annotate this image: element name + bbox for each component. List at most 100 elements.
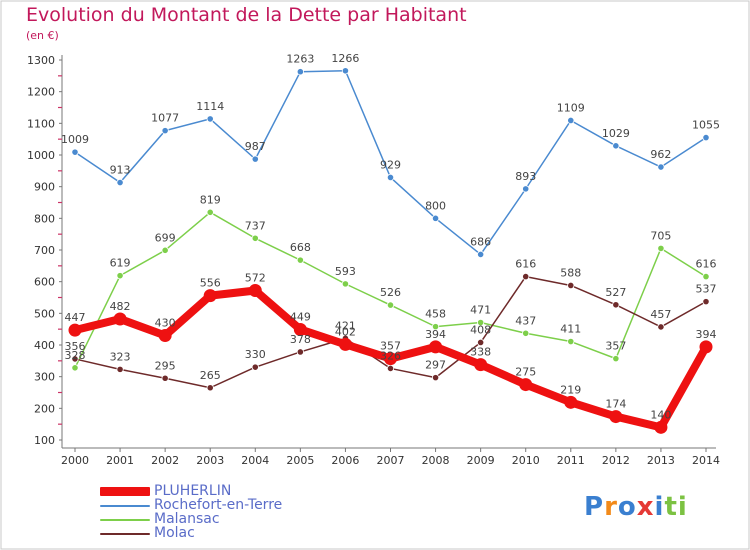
data-label: 527 (605, 286, 626, 299)
data-label: 668 (290, 241, 311, 254)
data-label: 378 (290, 333, 311, 346)
proxiti-logo: Proxiti (584, 492, 688, 522)
y-tick-label: 100 (34, 434, 55, 447)
data-label: 471 (470, 304, 491, 317)
data-label: 572 (245, 272, 266, 285)
data-label: 411 (560, 323, 581, 336)
data-label: 616 (515, 258, 536, 271)
data-point (341, 67, 350, 75)
data-label: 430 (155, 317, 176, 330)
data-point (206, 208, 214, 216)
data-label: 1114 (196, 100, 224, 113)
data-point (567, 281, 575, 290)
data-label: 929 (380, 158, 401, 171)
data-label: 457 (650, 308, 671, 321)
data-point (477, 338, 485, 347)
data-label: 275 (515, 366, 536, 379)
data-point (657, 323, 665, 331)
data-label: 619 (110, 257, 131, 270)
legend-swatch (100, 505, 150, 507)
data-label: 437 (515, 314, 536, 327)
data-label: 987 (245, 140, 266, 153)
x-tick-label: 2002 (151, 454, 179, 467)
data-point (296, 256, 304, 264)
data-label: 1263 (286, 53, 314, 66)
x-tick-label: 2008 (422, 454, 450, 467)
data-label: 686 (470, 235, 491, 248)
data-point (522, 272, 530, 281)
x-tick-label: 2000 (61, 454, 89, 467)
data-point (386, 364, 395, 373)
y-tick-label: 1300 (27, 54, 55, 67)
data-point (161, 127, 169, 135)
data-label: 1266 (331, 52, 359, 65)
data-label: 913 (110, 164, 131, 177)
data-point (384, 352, 397, 366)
y-tick-label: 1000 (27, 149, 55, 162)
legend-swatch (100, 519, 150, 521)
x-tick-label: 2001 (106, 454, 134, 467)
x-tick-label: 2014 (692, 454, 720, 467)
data-label: 699 (155, 231, 176, 244)
data-point (612, 355, 620, 363)
data-point (251, 234, 259, 242)
data-label: 616 (696, 258, 717, 271)
data-point (477, 318, 485, 327)
data-point (71, 148, 79, 156)
data-point (474, 358, 488, 372)
data-label: 338 (470, 346, 491, 359)
data-label: 482 (110, 300, 131, 313)
data-point (567, 116, 575, 125)
x-tick-label: 2004 (241, 454, 269, 467)
data-label: 323 (110, 350, 131, 363)
y-tick-label: 1200 (27, 86, 55, 99)
y-tick-label: 800 (34, 212, 55, 225)
data-label: 1109 (557, 101, 585, 114)
data-label: 1009 (61, 133, 89, 146)
x-tick-label: 2009 (467, 454, 495, 467)
data-point (657, 244, 665, 253)
data-label: 219 (560, 383, 581, 396)
y-tick-label: 400 (34, 339, 55, 352)
y-tick-label: 200 (34, 402, 55, 415)
data-label: 297 (425, 359, 446, 372)
x-tick-label: 2005 (286, 454, 314, 467)
data-label: 593 (335, 265, 356, 278)
data-point (431, 323, 440, 331)
data-point (161, 246, 169, 254)
data-label: 408 (470, 323, 491, 336)
data-point (296, 68, 304, 76)
data-point (206, 115, 214, 123)
data-label: 819 (200, 193, 221, 206)
data-label: 326 (380, 349, 401, 362)
data-point (251, 155, 259, 163)
data-label: 140 (650, 408, 671, 421)
y-tick-label: 600 (34, 276, 55, 289)
data-point (702, 272, 710, 281)
data-label: 328 (65, 349, 86, 362)
data-point (431, 374, 440, 382)
data-label: 962 (650, 148, 671, 161)
data-point (567, 337, 575, 346)
data-label: 556 (200, 277, 221, 290)
data-point (612, 301, 620, 309)
data-point (522, 329, 530, 337)
data-label: 1055 (692, 119, 720, 132)
data-label: 449 (290, 310, 311, 323)
data-label: 357 (380, 340, 401, 353)
data-label: 357 (605, 340, 626, 353)
data-label: 394 (696, 328, 717, 341)
data-label: 800 (425, 199, 446, 212)
data-point (68, 323, 82, 337)
data-label: 174 (605, 398, 626, 411)
data-point (158, 329, 172, 342)
legend-label: PLUHERLIN (154, 483, 232, 499)
data-label: 458 (425, 308, 446, 321)
data-point (206, 384, 214, 392)
legend-swatch (100, 533, 150, 535)
data-label: 356 (65, 340, 86, 353)
data-point (203, 289, 217, 303)
data-point (612, 142, 620, 150)
